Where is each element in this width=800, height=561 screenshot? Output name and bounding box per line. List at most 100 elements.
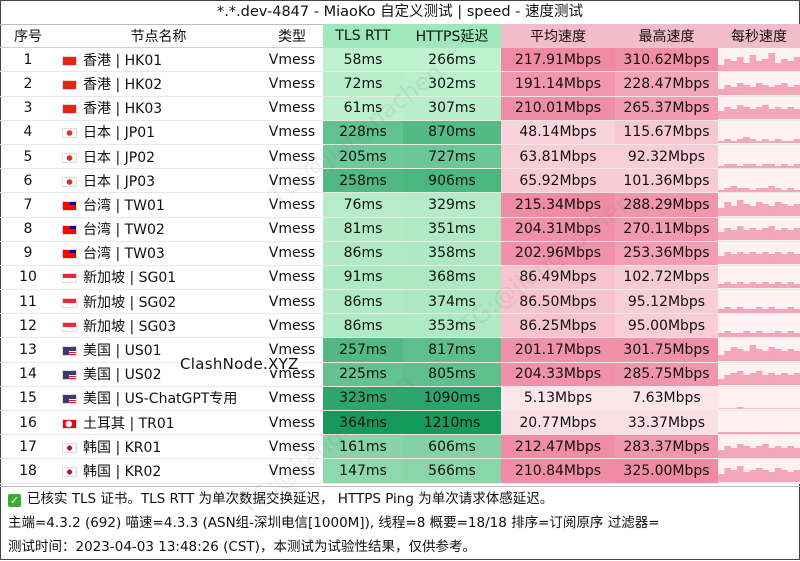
sparkline-bar [724, 139, 731, 144]
sparkline-bar [774, 308, 782, 313]
sparkline-bar [781, 203, 788, 216]
cell-node-name: 美国 | US01 [56, 337, 261, 363]
per-second-sparkline [718, 306, 800, 313]
speed-results-table: 序号 节点名称 类型 TLS RTT HTTPS延迟 平均速度 最高速度 每秒速… [0, 24, 800, 484]
cell-node-name: 香港 | HK03 [56, 96, 261, 121]
sparkline-bar [755, 60, 763, 71]
sparkline-bar [793, 332, 800, 337]
cell-https-latency: 302ms [403, 71, 501, 97]
cell-per-second-speed [718, 410, 800, 436]
cell-max-speed: 301.75Mbps [615, 337, 718, 363]
cell-avg-speed: 65.92Mbps [501, 168, 615, 194]
cell-index: 18 [0, 458, 56, 484]
sparkline-bar [781, 109, 788, 120]
sparkline-bar [793, 373, 800, 386]
cell-max-speed: 270.11Mbps [615, 217, 718, 242]
sparkline-bar [755, 201, 763, 216]
sparkline-bar [793, 351, 800, 362]
sparkline-bar [787, 230, 794, 241]
per-second-sparkline [718, 137, 800, 144]
flag-tr-icon [62, 418, 77, 429]
cell-per-second-speed [718, 120, 800, 145]
cell-max-speed: 288.29Mbps [615, 192, 718, 218]
sparkline-bar [774, 375, 782, 386]
per-second-sparkline [718, 252, 800, 265]
flag-kr-icon [62, 466, 77, 477]
node-name-text: 美国 | US02 [83, 367, 162, 384]
sparkline-bar [768, 332, 776, 337]
sparkline-bar [793, 408, 800, 410]
sparkline-bar [774, 84, 782, 95]
sparkline-bar [793, 447, 800, 458]
sparkline-bar [755, 187, 763, 192]
sparkline-bar [762, 203, 769, 216]
cell-node-name: 台湾 | TW03 [56, 241, 261, 266]
sparkline-bar [787, 165, 794, 168]
sparkline-bar [768, 408, 776, 410]
sparkline-bar [724, 252, 731, 265]
sparkline-bar [736, 82, 744, 95]
cell-index: 17 [0, 434, 56, 460]
cell-https-latency: 606ms [403, 434, 501, 460]
sparkline-bar [724, 375, 731, 386]
cell-index: 5 [0, 144, 56, 170]
sparkline-bar [730, 332, 738, 337]
sparkline-bar [787, 471, 794, 482]
sparkline-bar [755, 284, 763, 289]
sparkline-bar [730, 431, 738, 434]
cell-max-speed: 7.63Mbps [615, 386, 718, 412]
cell-type: Vmess [261, 241, 323, 266]
per-second-sparkline [718, 82, 800, 95]
cell-max-speed: 102.72Mbps [615, 265, 718, 291]
sparkline-bar [768, 205, 776, 216]
col-header-avg-speed: 平均速度 [501, 24, 615, 49]
sparkline-bar [755, 306, 763, 313]
sparkline-bar [793, 203, 800, 216]
per-second-sparkline [718, 163, 800, 168]
sparkline-bar [724, 431, 731, 434]
sparkline-bar [724, 351, 731, 362]
sparkline-bar [743, 187, 750, 192]
node-name-text: 日本 | JP02 [83, 149, 156, 166]
sparkline-bar [749, 54, 757, 71]
table-row: 6 日本 | JP03 Vmess 258ms 906ms 65.92Mbps 101.36… [0, 168, 800, 194]
sparkline-bar [787, 330, 794, 337]
table-row: 12 新加坡 | SG03 Vmess 86ms 353ms 86.25Mbps 95.00… [0, 313, 800, 339]
sparkline-bar [781, 373, 788, 386]
col-header-https-latency: HTTPS延迟 [403, 24, 501, 49]
sparkline-bar [749, 282, 757, 289]
per-second-sparkline [718, 226, 800, 241]
node-name-text: 香港 | HK01 [83, 52, 163, 69]
sparkline-bar [730, 373, 738, 386]
cell-avg-speed: 217.91Mbps [501, 47, 615, 73]
sparkline-bar [743, 330, 750, 337]
cell-index: 4 [0, 120, 56, 145]
sparkline-bar [768, 226, 776, 241]
sparkline-bar [718, 88, 725, 95]
per-second-sparkline [718, 330, 800, 337]
sparkline-bar [730, 163, 738, 168]
sparkline-bar [743, 62, 750, 71]
cell-type: Vmess [261, 144, 323, 170]
sparkline-bar [755, 254, 763, 265]
sparkline-bar [793, 469, 800, 482]
sparkline-bar [736, 443, 744, 458]
cell-tls-rtt: 258ms [323, 168, 403, 194]
sparkline-bar [755, 107, 763, 120]
sparkline-bar [762, 431, 769, 434]
sparkline-bar [787, 141, 794, 144]
node-name-text: 新加坡 | SG01 [83, 270, 177, 287]
sparkline-bar [736, 165, 744, 168]
cell-avg-speed: 210.84Mbps [501, 458, 615, 484]
cell-tls-rtt: 205ms [323, 144, 403, 170]
sparkline-bar [762, 84, 769, 95]
col-header-max-speed: 最高速度 [615, 24, 718, 49]
sparkline-bar [781, 58, 788, 71]
sparkline-bar [768, 447, 776, 458]
sparkline-bar [793, 56, 800, 71]
footer-tls-note: ✓ 已核实 TLS 证书。TLS RTT 为单次数据交换延迟， HTTPS Pin… [0, 487, 800, 511]
cell-max-speed: 115.67Mbps [615, 120, 718, 145]
sparkline-bar [718, 473, 725, 482]
per-second-sparkline [718, 282, 800, 289]
cell-type: Vmess [261, 168, 323, 194]
